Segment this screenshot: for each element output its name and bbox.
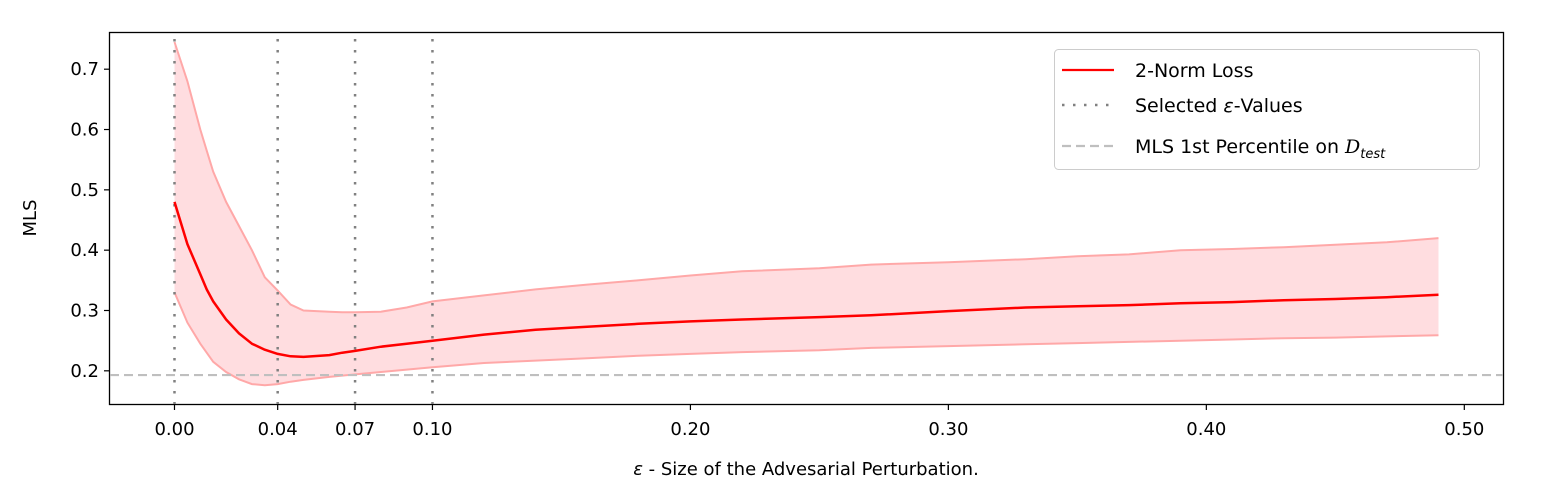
y-axis-ticks: 0.2 0.3 0.4 0.5 0.6 0.7 — [70, 59, 110, 382]
confidence-band-layer — [173, 41, 1439, 387]
legend: 2-Norm Loss Selected ε-Values MLS 1st Pe… — [1054, 49, 1480, 170]
x-tick-label: 0.20 — [670, 419, 710, 440]
x-tick-label: 0.00 — [154, 419, 194, 440]
series-line-2-norm-loss — [173, 201, 1439, 359]
y-tick-label: 0.3 — [70, 300, 99, 321]
x-tick-label: 0.40 — [1186, 419, 1226, 440]
legend-label-selected: Selected ε-Values — [1135, 95, 1303, 117]
band-upper-edge — [173, 41, 1439, 314]
x-tick-label: 0.10 — [412, 419, 452, 440]
confidence-band — [174, 42, 1439, 386]
legend-percentile-pre: MLS 1st Percentile on — [1135, 136, 1345, 158]
series-line-layer — [173, 201, 1439, 359]
legend-label-line: 2-Norm Loss — [1135, 60, 1253, 82]
legend-box — [1054, 49, 1480, 170]
x-tick-label: 0.50 — [1444, 419, 1484, 440]
legend-percentile-var: D — [1344, 136, 1360, 158]
y-tick-label: 0.4 — [70, 240, 99, 261]
x-axis-label-rest: - Size of the Advesarial Perturbation. — [643, 459, 979, 480]
legend-selected-pre: Selected — [1135, 95, 1223, 117]
band-lower-edge — [173, 292, 1439, 387]
y-tick-label: 0.5 — [70, 180, 99, 201]
y-axis-label: MLS — [20, 200, 41, 237]
x-tick-label: 0.04 — [258, 419, 298, 440]
y-tick-label: 0.2 — [70, 361, 99, 382]
legend-selected-var: ε — [1223, 95, 1233, 117]
y-tick-label: 0.7 — [70, 59, 99, 80]
legend-selected-post: -Values — [1234, 95, 1303, 117]
x-axis-ticks: 0.00 0.04 0.07 0.10 0.20 0.30 0.40 0.50 — [154, 404, 1484, 440]
x-tick-label: 0.30 — [928, 419, 968, 440]
x-axis-label: ε - Size of the Advesarial Perturbation. — [633, 459, 979, 480]
x-tick-label: 0.07 — [335, 419, 375, 440]
legend-percentile-sub: test — [1360, 147, 1386, 162]
y-tick-label: 0.6 — [70, 120, 99, 141]
x-axis-label-var: ε — [633, 459, 643, 480]
legend-label-percentile: MLS 1st Percentile on Dtest — [1135, 136, 1386, 162]
